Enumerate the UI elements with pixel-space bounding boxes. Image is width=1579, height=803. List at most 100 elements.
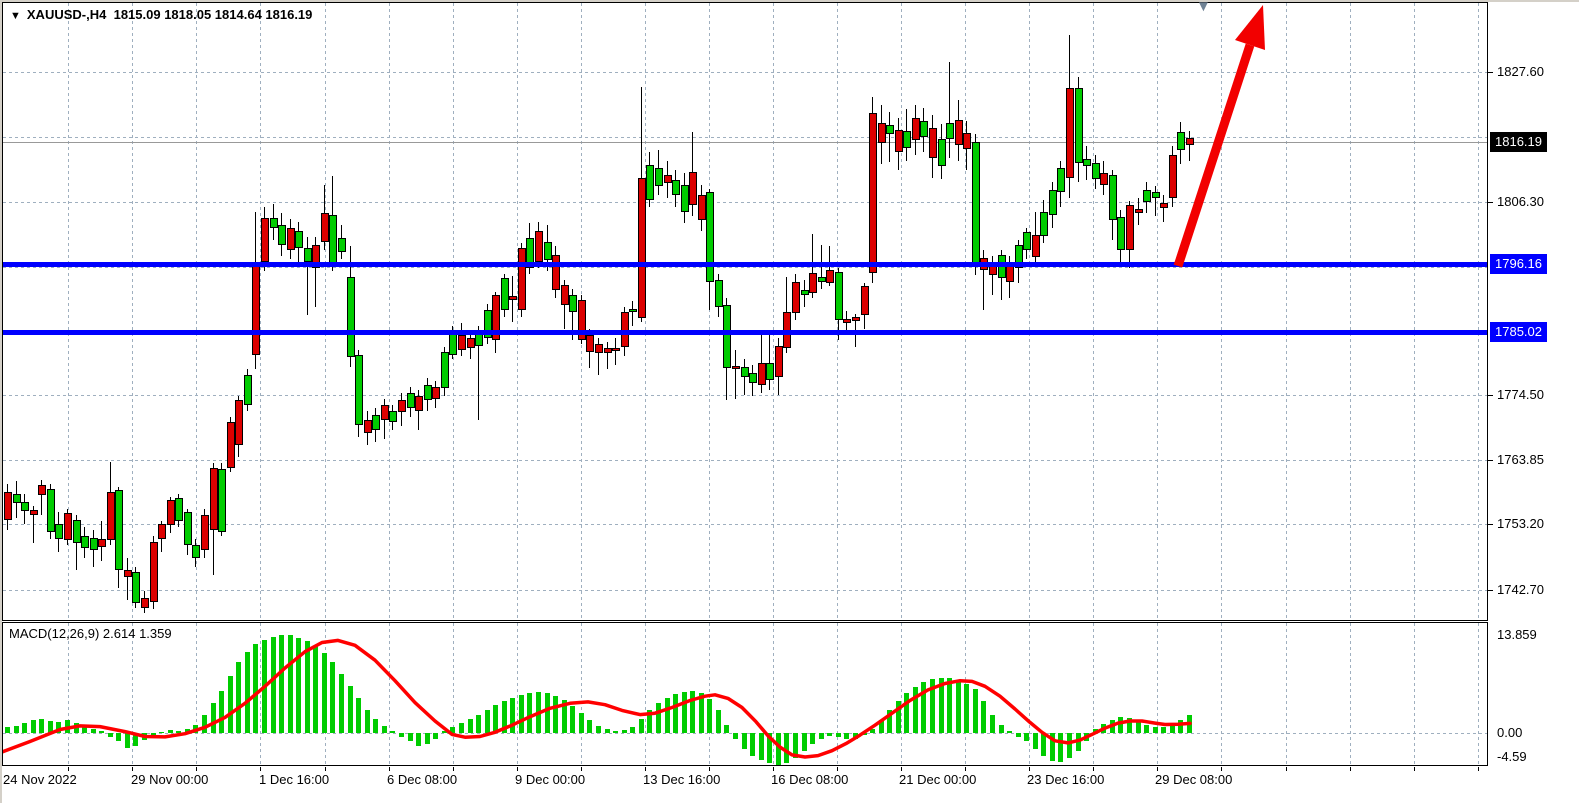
candle	[363, 420, 372, 433]
time-axis-tick	[837, 767, 838, 771]
candle	[140, 598, 149, 608]
horizontal-line-object[interactable]	[3, 262, 1487, 267]
candle	[731, 366, 740, 369]
time-axis-label: 23 Dec 16:00	[1027, 772, 1105, 787]
price-axis-tick	[1488, 72, 1493, 73]
candle	[937, 139, 946, 166]
macd-histogram-bar	[485, 710, 490, 733]
macd-histogram-bar	[519, 694, 524, 733]
candle	[12, 494, 21, 503]
candle	[183, 512, 192, 545]
macd-histogram-bar	[1093, 729, 1098, 733]
candle	[46, 489, 55, 532]
candle-wick	[821, 245, 822, 289]
candle	[251, 262, 260, 355]
macd-histogram-bar	[939, 677, 944, 733]
time-axis-label: 9 Dec 00:00	[515, 772, 586, 787]
candle	[748, 373, 757, 383]
candle	[226, 422, 235, 468]
candle	[637, 178, 646, 318]
time-axis[interactable]	[0, 767, 1579, 803]
macd-histogram-bar	[930, 679, 935, 733]
macd-histogram-bar	[844, 733, 849, 740]
macd-histogram-bar	[14, 725, 19, 733]
candle	[106, 492, 115, 540]
candle	[200, 515, 209, 550]
macd-histogram-bar	[707, 699, 712, 733]
candle	[80, 536, 89, 548]
candle	[971, 142, 980, 267]
macd-histogram-bar	[228, 676, 233, 733]
macd-histogram-bar	[116, 733, 121, 742]
time-marker-icon[interactable]: ▼	[1196, 0, 1211, 15]
candle	[397, 400, 406, 412]
candle	[800, 290, 809, 295]
macd-histogram-bar	[142, 733, 147, 741]
macd-histogram-bar	[545, 693, 550, 733]
price-axis[interactable]	[1488, 0, 1579, 766]
macd-histogram-bar	[271, 636, 276, 733]
macd-histogram-bar	[562, 700, 567, 733]
macd-histogram-bar	[553, 696, 558, 733]
candle	[568, 295, 577, 312]
time-axis-tick	[260, 767, 261, 771]
macd-histogram-bar	[168, 730, 173, 733]
candle	[294, 231, 303, 248]
macd-axis-label: -4.59	[1497, 749, 1527, 764]
macd-histogram-bar	[493, 705, 498, 733]
macd-histogram-bar	[1041, 733, 1046, 756]
candle	[705, 192, 714, 282]
candle	[851, 317, 860, 321]
candle	[722, 305, 731, 368]
macd-histogram-bar	[759, 733, 764, 760]
candle	[902, 131, 911, 148]
candle	[860, 286, 869, 315]
candle	[1125, 205, 1134, 250]
macd-histogram-bar	[862, 733, 867, 736]
macd-histogram-bar	[133, 733, 138, 746]
candle	[508, 296, 517, 300]
macd-histogram-bar	[699, 693, 704, 733]
candle	[37, 485, 46, 495]
candle	[877, 123, 886, 143]
macd-histogram-bar	[630, 727, 635, 733]
macd-histogram-bar	[810, 733, 815, 745]
macd-histogram-bar	[596, 725, 601, 733]
candle	[337, 238, 346, 252]
macd-histogram-bar	[1067, 733, 1072, 758]
macd-histogram-bar	[365, 709, 370, 733]
candle-wick	[615, 338, 616, 365]
candle-wick	[598, 338, 599, 375]
macd-histogram-bar	[151, 733, 156, 736]
candle	[303, 248, 312, 262]
candle	[825, 270, 834, 283]
time-axis-tick	[1221, 767, 1222, 771]
candle	[585, 335, 594, 352]
macd-histogram-bar	[1050, 733, 1055, 761]
candle-wick	[846, 311, 847, 335]
macd-histogram-bar	[48, 720, 53, 733]
macd-histogram-bar	[802, 733, 807, 752]
horizontal-line-object[interactable]	[3, 330, 1487, 335]
macd-histogram-bar	[1127, 718, 1132, 733]
candle	[765, 363, 774, 380]
candle	[174, 498, 183, 521]
macd-histogram-bar	[390, 730, 395, 733]
macd-histogram-bar	[750, 733, 755, 756]
macd-histogram-bar	[776, 733, 781, 766]
candle	[97, 539, 106, 547]
macd-histogram-bar	[313, 646, 318, 733]
candle	[354, 355, 363, 425]
candle	[217, 469, 226, 532]
macd-histogram-bar	[236, 662, 241, 733]
macd-histogram-bar	[322, 653, 327, 733]
candle	[3, 492, 12, 520]
macd-histogram-bar	[827, 733, 832, 736]
macd-histogram-bar	[99, 730, 104, 733]
candle	[663, 175, 672, 183]
symbol-dropdown-icon[interactable]: ▼	[10, 10, 21, 22]
candle	[842, 319, 851, 323]
macd-histogram-bar	[639, 718, 644, 733]
time-axis-label: 6 Dec 08:00	[387, 772, 458, 787]
price-axis-tick	[1488, 202, 1493, 203]
